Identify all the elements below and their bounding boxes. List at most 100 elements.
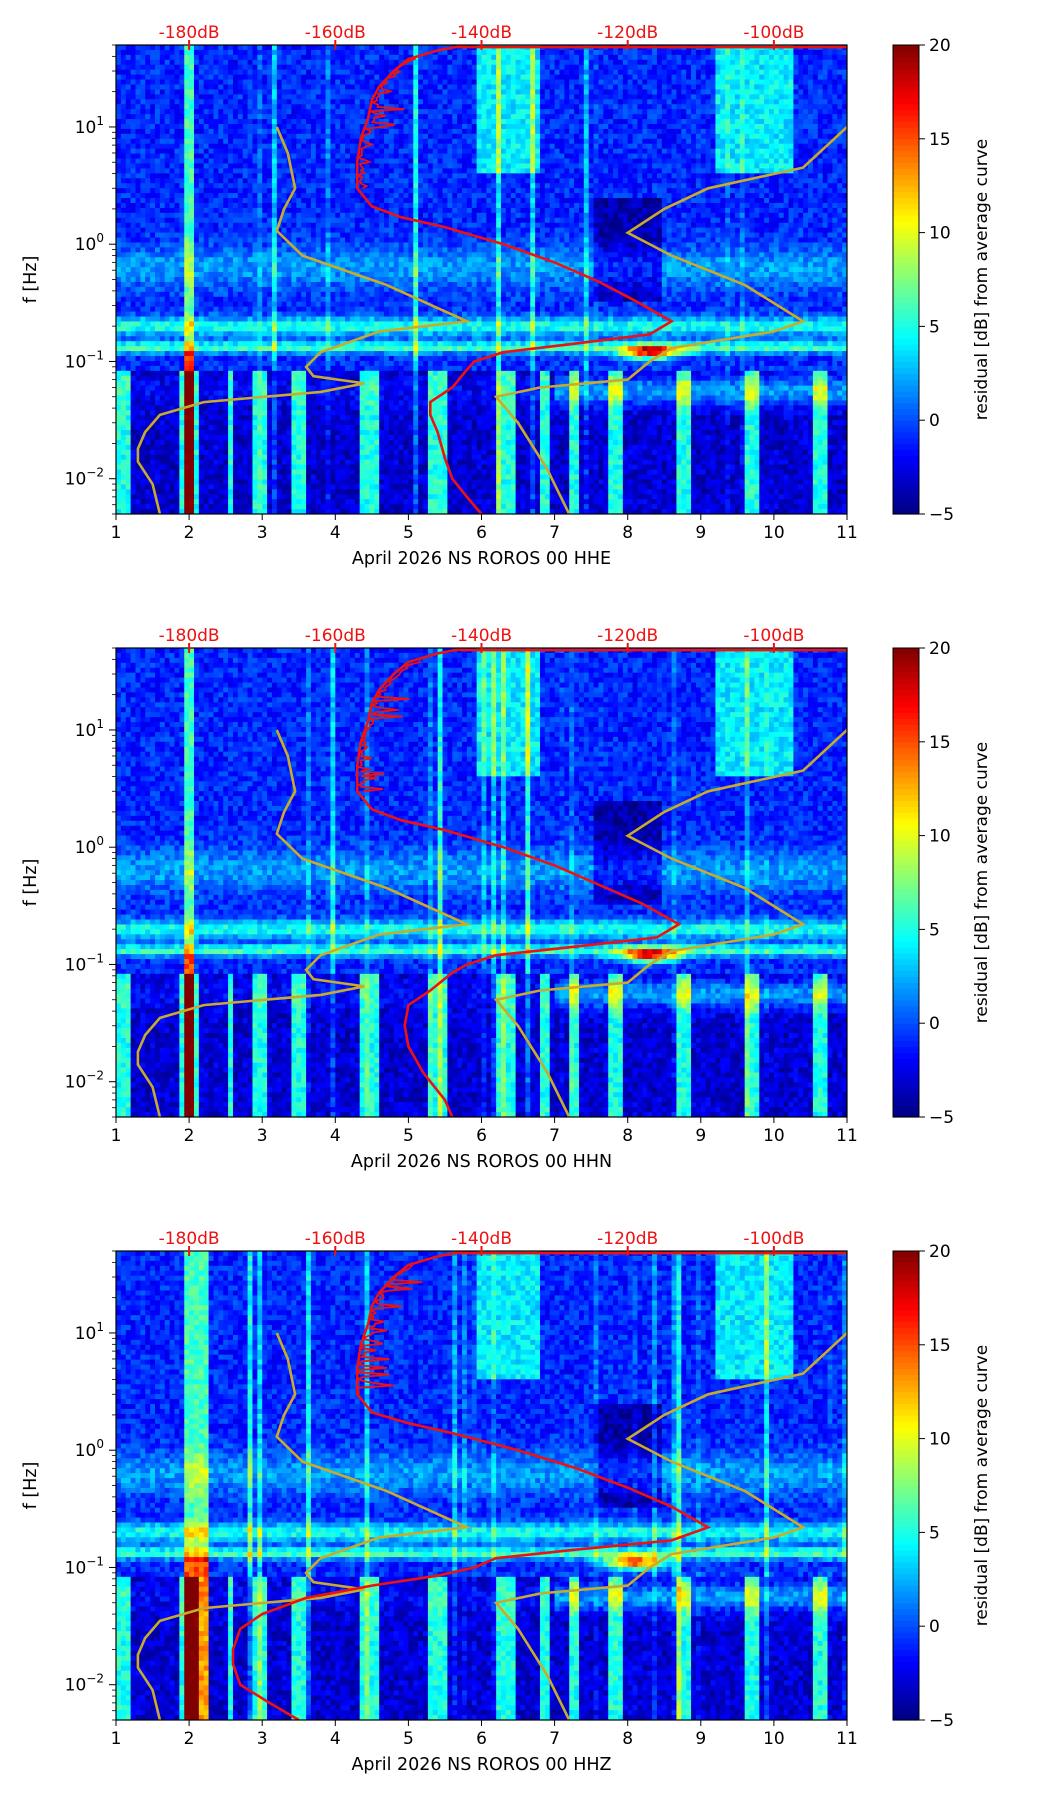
heatmap-cell [262, 69, 268, 76]
heatmap-cell [778, 193, 785, 199]
heatmap-cell [822, 123, 829, 130]
heatmap-cell [549, 128, 556, 135]
heatmap-cell [296, 193, 302, 199]
heatmap-cell [627, 158, 634, 165]
heatmap-cell [320, 45, 327, 51]
heatmap-cell [306, 207, 312, 214]
heatmap-cell [817, 49, 824, 56]
heatmap-cell [418, 59, 424, 66]
heatmap-cell [159, 183, 166, 189]
heatmap-cell [223, 143, 229, 150]
heatmap-cell [174, 133, 180, 140]
heatmap-cell [725, 202, 731, 209]
heatmap-cell [583, 178, 590, 184]
heatmap-cell [778, 123, 785, 130]
heatmap-cell [681, 143, 687, 150]
heatmap-cell [379, 94, 385, 100]
heatmap-cell [578, 74, 585, 81]
heatmap-cell [413, 133, 419, 140]
heatmap-cell [705, 138, 712, 145]
heatmap-cell [812, 59, 819, 66]
heatmap-cell [267, 109, 273, 115]
heatmap-cell [306, 119, 312, 125]
heatmap-cell [340, 114, 346, 120]
heatmap-cell [808, 54, 814, 61]
heatmap-cell [739, 163, 746, 170]
heatmap-cell [364, 123, 371, 130]
heatmap-cell [666, 74, 673, 81]
heatmap-cell [715, 188, 721, 194]
heatmap-cell [242, 183, 249, 189]
heatmap-cell [496, 69, 502, 76]
heatmap-cell [554, 123, 561, 130]
heatmap-cell [496, 119, 502, 125]
heatmap-cell [530, 188, 536, 194]
heatmap-cell [237, 123, 244, 130]
heatmap-cell [203, 188, 210, 194]
heatmap-cell [462, 79, 468, 86]
heatmap-cell [515, 148, 522, 155]
heatmap-cell [491, 74, 497, 81]
heatmap-cell [622, 173, 629, 179]
heatmap-cell [681, 64, 687, 71]
heatmap-cell [783, 143, 790, 150]
heatmap-cell [267, 163, 273, 170]
heatmap-cell [734, 193, 741, 199]
heatmap-cell [598, 89, 604, 95]
heatmap-cell [150, 99, 156, 105]
heatmap-cell [203, 148, 210, 155]
heatmap-cell [408, 148, 414, 155]
heatmap-cell [164, 59, 171, 66]
heatmap-cell [135, 198, 141, 204]
heatmap-cell [754, 69, 760, 76]
heatmap-cell [427, 128, 434, 135]
heatmap-cell [388, 153, 395, 160]
heatmap-cell [135, 153, 141, 160]
heatmap-cell [135, 104, 141, 110]
heatmap-cell [583, 193, 590, 199]
heatmap-cell [671, 143, 678, 150]
heatmap-cell [652, 133, 658, 140]
heatmap-cell [120, 79, 127, 86]
heatmap-cell [583, 49, 590, 56]
heatmap-cell [228, 148, 234, 155]
heatmap-cell [627, 49, 634, 56]
heatmap-cell [452, 109, 458, 115]
heatmap-cell [642, 99, 648, 105]
heatmap-cell [135, 59, 141, 66]
heatmap-cell [583, 69, 590, 76]
heatmap-cell [496, 183, 502, 189]
heatmap-cell [247, 138, 254, 145]
heatmap-cell [135, 45, 141, 51]
heatmap-cell [486, 198, 492, 204]
heatmap-cell [413, 74, 419, 81]
heatmap-cell [617, 104, 624, 110]
heatmap-cell [452, 143, 458, 150]
heatmap-cell [764, 202, 770, 209]
heatmap-cell [837, 168, 843, 174]
heatmap-cell [632, 119, 639, 125]
heatmap-cell [515, 79, 522, 86]
heatmap-cell [661, 133, 668, 140]
heatmap-cell [223, 84, 229, 91]
heatmap-cell [301, 133, 307, 140]
heatmap-cell [442, 173, 448, 179]
heatmap-cell [554, 158, 561, 165]
heatmap-cell [715, 153, 721, 160]
heatmap-cell [398, 193, 405, 199]
heatmap-cell [652, 148, 658, 155]
heatmap-cell [652, 84, 658, 91]
heatmap-cell [734, 128, 741, 135]
heatmap-cell [384, 168, 390, 174]
heatmap-cell [622, 138, 629, 145]
heatmap-cell [393, 138, 400, 145]
heatmap-cell [549, 119, 556, 125]
heatmap-cell [374, 193, 380, 199]
heatmap-cell [617, 158, 624, 165]
heatmap-cell [203, 45, 210, 51]
heatmap-cell [364, 74, 371, 81]
heatmap-cell [661, 49, 668, 56]
heatmap-cell [613, 123, 619, 130]
heatmap-cell [778, 163, 785, 170]
heatmap-cell [617, 168, 624, 174]
